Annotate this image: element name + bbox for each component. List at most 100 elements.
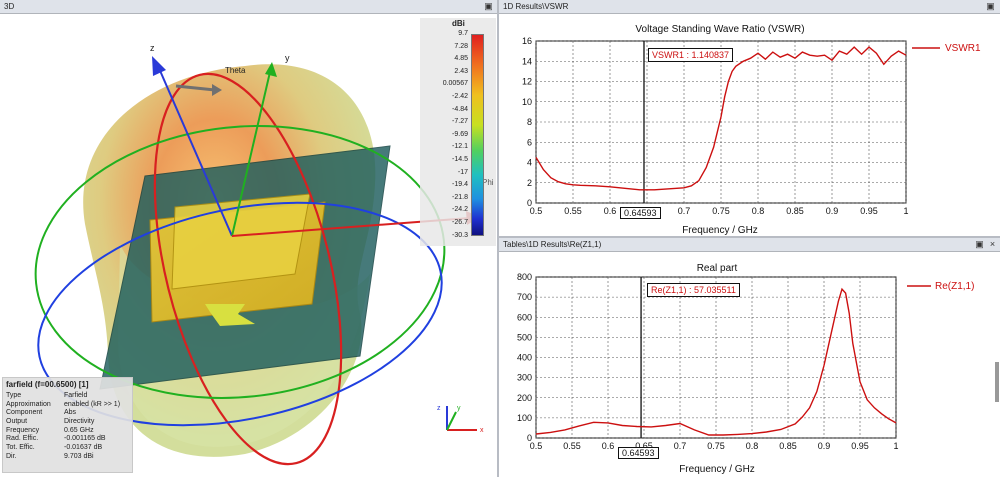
x-tick-label: 0.7 <box>678 206 691 216</box>
info-row: Rad. Effic. -0.001165 dB <box>6 435 129 444</box>
y-tick-label: 12 <box>522 77 532 87</box>
vswr-chart[interactable]: 0.50.550.60.650.70.750.80.850.90.9510246… <box>499 14 1000 236</box>
maximize-icon[interactable]: ▣ <box>484 1 493 11</box>
z-axis-label: z <box>150 43 155 53</box>
colorbar-tick-label: 0.00567 <box>442 80 468 88</box>
re-z11-pane: Tables\1D Results\Re(Z1,1) ▣ × 0.5 0.55 0.… <box>499 238 1000 477</box>
colorbar-tick-label: -17 <box>457 168 468 176</box>
x-tick-label: 1 <box>903 206 908 216</box>
colorbar-tick-label: -30.3 <box>452 231 468 239</box>
chart-title: Real part <box>697 263 738 274</box>
colorbar-tick-label: -12.1 <box>452 143 468 151</box>
phi-label: Phi <box>482 178 494 187</box>
info-key: Frequency <box>6 426 40 434</box>
legend-entry: VSWR1 <box>945 43 981 54</box>
y-tick-label: 100 <box>517 413 532 423</box>
y-tick-label: 0 <box>527 198 532 208</box>
x-tick-label: 0.95 <box>851 441 869 451</box>
farfield-info-panel: farfield (f=00.6500) [1] Type Farfield App… <box>2 377 133 473</box>
x-tick-label: 0.9 <box>826 206 839 216</box>
x-tick-label: 0.8 <box>746 441 759 451</box>
info-value: Farfield <box>64 392 88 399</box>
info-value: Directivity <box>64 418 95 426</box>
maximize-icon[interactable]: ▣ <box>986 1 995 11</box>
horizon-ring <box>37 201 443 427</box>
info-value: enabled (kR >> 1) <box>64 400 121 408</box>
colorbar-ticks: 9.7 7.28 4.85 2.43 0.00567 -2.42 -4.84 -7.27 -9.… <box>420 30 470 240</box>
marker-label-box[interactable]: VSWR1 : 1.140837 <box>648 48 734 62</box>
y-tick-label: 14 <box>522 56 532 66</box>
x-tick-label: 0.95 <box>860 206 878 216</box>
pane-title-text: Tables\1D Results\Re(Z1,1) <box>503 240 602 249</box>
colorbar-tick-label: -24.2 <box>452 206 468 214</box>
info-value: Abs <box>64 409 77 417</box>
vertical-splitter[interactable] <box>497 0 499 477</box>
farfield-info-title: farfield (f=00.6500) [1] <box>6 380 89 389</box>
scrollbar <box>995 362 999 402</box>
marker-x-box[interactable]: 0.64593 <box>618 447 659 459</box>
colorbar-tick-label: 4.85 <box>454 55 468 63</box>
orientation-triad: z y x <box>437 405 484 434</box>
vswr-pane: 1D Results\VSWR ▣ 0.50.550.60.650.70.750… <box>499 0 1000 236</box>
info-key: Tot. Effic. <box>6 444 35 452</box>
info-key: Rad. Effic. <box>6 435 39 443</box>
x-tick-label: 0.6 <box>602 441 615 451</box>
info-row: Approximation enabled (kR >> 1) <box>6 401 129 410</box>
y-tick-label: 500 <box>517 332 532 342</box>
marker-x-label: 0.64593 <box>622 448 655 458</box>
theta-ring <box>153 72 343 466</box>
x-axis-label: Frequency / GHz <box>679 464 755 475</box>
info-row: Type Farfield <box>6 392 129 401</box>
y-tick-label: 700 <box>517 292 532 302</box>
info-key: Dir. <box>6 452 17 460</box>
y-tick-label: 0 <box>527 433 532 443</box>
series-line <box>535 287 897 436</box>
y-tick-label: 600 <box>517 312 532 322</box>
y-tick-label: 200 <box>517 393 532 403</box>
x-tick-label: 0.75 <box>712 206 730 216</box>
info-value: -0.01637 dB <box>64 444 103 452</box>
x-tick-label: 0.55 <box>563 441 581 451</box>
colorbar-gradient <box>471 34 484 236</box>
y-tick-label: 10 <box>522 97 532 107</box>
info-row: Tot. Effic. -0.01637 dB <box>6 444 129 453</box>
colorbar-tick-label: -19.4 <box>452 181 468 189</box>
farfield-info-rows: Type Farfield Approximation enabled (kR >> … <box>6 392 129 462</box>
info-value: -0.001165 dB <box>64 435 106 443</box>
info-value: 0.65 GHz <box>64 426 94 434</box>
marker-label-box[interactable]: Re(Z1,1) : 57.035511 <box>647 283 740 297</box>
y-tick-label: 4 <box>527 158 532 168</box>
colorbar-tick-label: 2.43 <box>454 67 468 75</box>
colorbar-tick-label: -7.27 <box>452 118 468 126</box>
x-tick-label: 0.5 <box>530 441 543 451</box>
y-tick-label: 400 <box>517 353 532 363</box>
re-z11-chart[interactable]: 0.5 0.55 0.6 0.65 0.7 0.75 0.8 0.85 0.9 0.95 1 0 100… <box>499 252 1000 477</box>
x-tick-label: 0.85 <box>779 441 797 451</box>
y-tick-label: 6 <box>527 137 532 147</box>
series-line <box>535 46 907 191</box>
x-tick-label: 1 <box>893 441 898 451</box>
farfield-3d-view[interactable]: 3D ▣ <box>0 0 497 477</box>
maximize-icon[interactable]: ▣ <box>975 239 984 249</box>
y-tick-label: 2 <box>527 178 532 188</box>
legend-entry: Re(Z1,1) <box>935 281 974 292</box>
y-tick-label: 300 <box>517 373 532 383</box>
pane-title-3d: 3D <box>0 0 497 14</box>
x-tick-label: 0.75 <box>707 441 725 451</box>
chart-title: Voltage Standing Wave Ratio (VSWR) <box>635 24 804 35</box>
farfield-plot <box>34 18 496 466</box>
pane-title-text: 3D <box>4 2 15 11</box>
x-tick-label: 0.6 <box>604 206 617 216</box>
x-tick-label: 0.8 <box>752 206 765 216</box>
pane-title-text: 1D Results\VSWR <box>503 2 569 11</box>
marker-x-label: 0.64593 <box>624 208 657 218</box>
marker-x-box[interactable]: 0.64593 <box>620 207 661 219</box>
info-key: Approximation <box>6 400 51 408</box>
colorbar-tick-label: -2.42 <box>452 93 468 100</box>
colorbar: dBi 9.7 7.28 4.85 2.43 0.00567 -2.42 -4.84 -7.2… <box>420 18 496 246</box>
x-tick-label: 0.5 <box>530 206 543 216</box>
close-icon[interactable]: × <box>989 239 996 249</box>
horizontal-splitter[interactable] <box>499 236 1000 238</box>
info-key: Output <box>6 418 28 426</box>
triad-z-label: z <box>437 405 441 412</box>
